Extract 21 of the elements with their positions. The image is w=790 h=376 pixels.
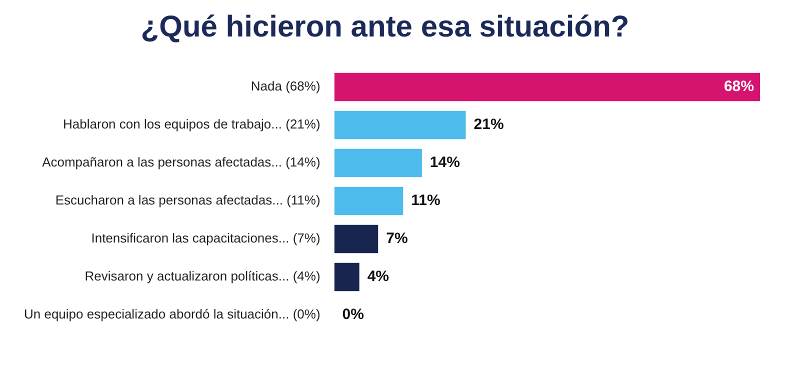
data-label: 68% [724,78,754,96]
data-label: 14% [430,154,460,172]
data-label: 4% [367,268,390,286]
y-tick-label: Escucharon a las personas afectadas... (11%) [55,192,320,208]
data-label: 11% [411,192,440,210]
y-tick-label: Acompañaron a las personas afectadas... (14%) [42,154,320,170]
y-tick-label: Nada (68%) [250,78,320,94]
y-tick-label: Un equipo especializado abordó la situación... (0%) [24,306,320,322]
data-label: 21% [474,116,504,134]
bar [334,262,360,292]
bar [334,186,404,216]
y-tick-label: Intensificaron las capacitaciones... (7%) [91,230,320,246]
bar [334,224,378,254]
y-tick-label: Revisaron y actualizaron políticas... (4%) [84,268,320,284]
y-tick-label: Hablaron con los equipos de trabajo... (21%) [63,116,320,132]
chart-title: ¿Qué hicieron ante esa situación? [140,10,630,44]
bar [334,110,466,140]
bar [334,72,760,102]
bar [334,148,422,178]
data-label: 0% [342,306,364,324]
data-label: 7% [386,230,408,248]
